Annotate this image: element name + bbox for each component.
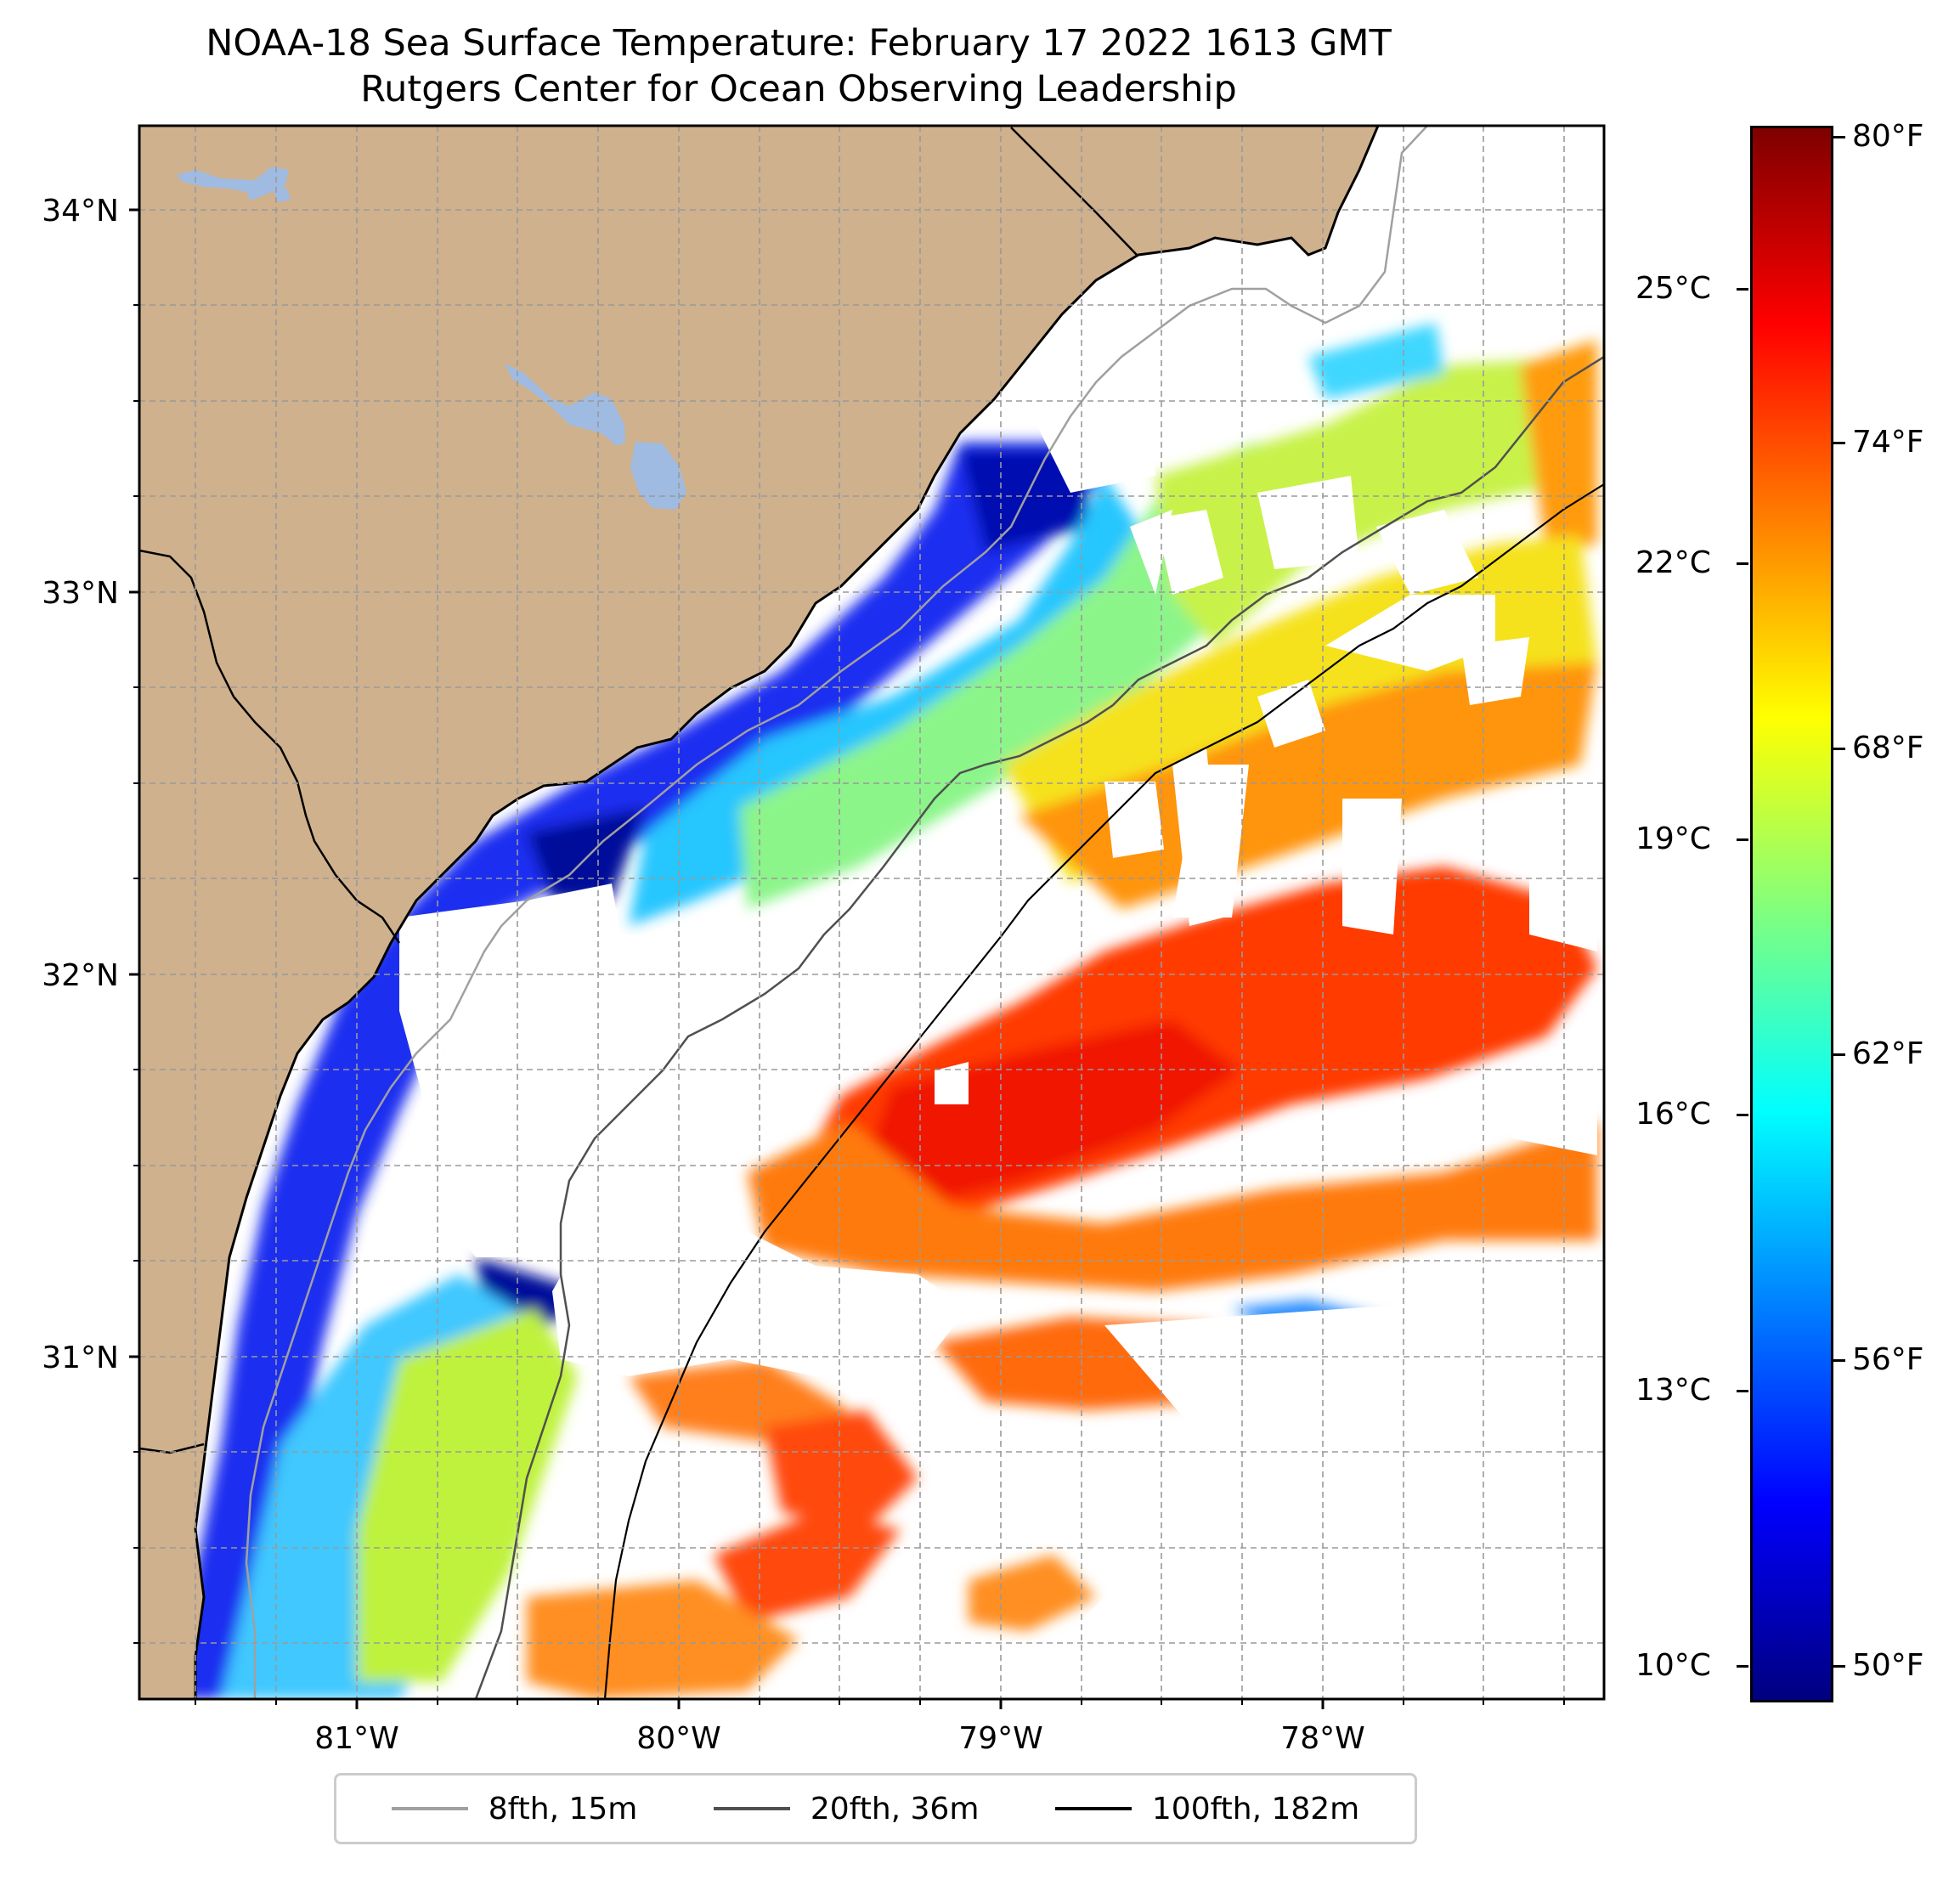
cloud-gap-west-shelf (1130, 510, 1172, 595)
sst-patch-warm-hot (867, 1019, 1240, 1206)
legend-line-100fth (1054, 1807, 1132, 1810)
legend-label-100fth: 100fth, 182m (1151, 1791, 1360, 1826)
lat-tick-label: 32°N (42, 958, 119, 993)
cloud-gap-north-2 (1376, 510, 1478, 595)
cloud-gap-mid-3 (1104, 782, 1164, 858)
cloud-gap-north-3 (1155, 510, 1223, 595)
sst-patch-mid-orange (1020, 663, 1597, 909)
sst-patch-south-yellow (357, 1308, 578, 1682)
cloud-gap-south-large (552, 1223, 969, 1376)
colorbar-fahrenheit-tick (1833, 1053, 1845, 1056)
colorbar-celsius-tick (1737, 1665, 1748, 1668)
lat-tick-label: 33°N (42, 576, 119, 611)
legend-line-8fth (391, 1807, 468, 1810)
cloud-gap-mid-2 (1172, 765, 1249, 917)
colorbar-fahrenheit-tick (1833, 1359, 1845, 1362)
chart-subtitle: Rutgers Center for Ocean Observing Leade… (360, 68, 1237, 110)
colorbar-celsius-tick (1737, 288, 1748, 291)
sst-patch-north-green (1155, 357, 1597, 646)
gridlines (139, 126, 1604, 1699)
cloud-gap-mid-4 (1342, 799, 1402, 934)
lake-marion (505, 364, 625, 446)
lon-tick-label: 80°W (636, 1721, 720, 1756)
lon-tick-label: 79°W (958, 1721, 1042, 1756)
map-frame (138, 124, 1606, 1701)
colorbar-fahrenheit-tick (1833, 1665, 1845, 1668)
colorbar-fahrenheit-tick (1833, 136, 1845, 138)
cloud-gap-mid-7 (935, 1062, 969, 1104)
sst-patch-ne-orange (1521, 340, 1597, 552)
cloud-gap-east-1 (1529, 833, 1597, 951)
lake-moultrie (630, 442, 686, 510)
colorbar-fahrenheit-tick (1833, 442, 1845, 444)
chart-title: NOAA-18 Sea Surface Temperature: Februar… (206, 22, 1392, 65)
colorbar-celsius-label: 10°C (1635, 1648, 1711, 1683)
legend-item-20fth: 20fth, 36m (713, 1791, 980, 1826)
cloud-gap-mid-6 (1257, 680, 1325, 748)
colorbar-celsius-tick (1737, 838, 1748, 841)
colorbar-fahrenheit-label: 80°F (1852, 119, 1924, 154)
colorbar-fahrenheit-label: 74°F (1852, 425, 1924, 460)
sst-patch-south-red-1 (765, 1410, 918, 1529)
sst-patch-mid-green (739, 442, 1257, 909)
colorbar-celsius-label: 19°C (1635, 821, 1711, 856)
cloud-gap-north-1 (1257, 476, 1359, 569)
colorbar-fahrenheit-tick (1833, 748, 1845, 750)
colorbar-fahrenheit-label: 68°F (1852, 731, 1924, 765)
colorbar-celsius-label: 22°C (1635, 545, 1711, 580)
axis-minor-ticks (133, 304, 1565, 1705)
colorbar-fahrenheit-label: 62°F (1852, 1036, 1924, 1071)
cloud-gap-west-coastal (1036, 408, 1155, 493)
land-mass (139, 126, 1380, 1699)
legend-line-20fth (713, 1807, 790, 1810)
colorbar-celsius-tick (1737, 562, 1748, 565)
colorbar-fahrenheit-label: 56°F (1852, 1342, 1924, 1377)
state-boundary-nc-sc (1010, 127, 1138, 256)
sst-patch-south-red-2 (714, 1512, 901, 1623)
cloud-gap-mid-5 (1461, 637, 1529, 705)
colorbar-celsius-label: 16°C (1635, 1097, 1711, 1132)
lat-tick-label: 31°N (42, 1341, 119, 1375)
legend-label-20fth: 20fth, 36m (810, 1791, 980, 1826)
legend-item-100fth: 100fth, 182m (1054, 1791, 1360, 1826)
sst-patch-south-orange-3 (527, 1580, 799, 1699)
cloud-mask-layer (399, 408, 1597, 1699)
colorbar-fahrenheit-label: 50°F (1852, 1648, 1924, 1683)
isobath-100fth (603, 483, 1604, 1699)
colorbar-celsius-label: 25°C (1635, 271, 1711, 306)
colorbar-celsius-label: 13°C (1635, 1373, 1711, 1408)
sst-patch-north-cyan (1308, 323, 1444, 399)
temperature-colorbar (1750, 126, 1833, 1702)
lat-tick-label: 34°N (42, 194, 119, 229)
lon-tick-label: 81°W (314, 1721, 398, 1756)
colorbar-celsius-tick (1737, 1114, 1748, 1116)
isobath-20fth (474, 355, 1604, 1699)
isobath-legend: 8fth, 15m 20fth, 36m 100fth, 182m (334, 1773, 1417, 1844)
colorbar-celsius-tick (1737, 1390, 1748, 1392)
axis-ticks (129, 208, 1325, 1709)
lon-tick-label: 78°W (1280, 1721, 1364, 1756)
legend-item-8fth: 8fth, 15m (391, 1791, 638, 1826)
cloud-gap-offshore-central (629, 960, 918, 1147)
cloud-gap-south-mid (918, 1410, 1121, 1546)
cloud-gap-south-east (1053, 1291, 1597, 1699)
cloud-gap-mid-8 (1325, 595, 1495, 671)
sst-patch-warm-south-orange (748, 1121, 1597, 1291)
cloud-gap-east-2 (1495, 1053, 1597, 1155)
isobath-8fth (245, 126, 1428, 1699)
legend-label-8fth: 8fth, 15m (488, 1791, 638, 1826)
lake-top (177, 167, 289, 200)
state-boundary-ga-fl (139, 1442, 205, 1454)
